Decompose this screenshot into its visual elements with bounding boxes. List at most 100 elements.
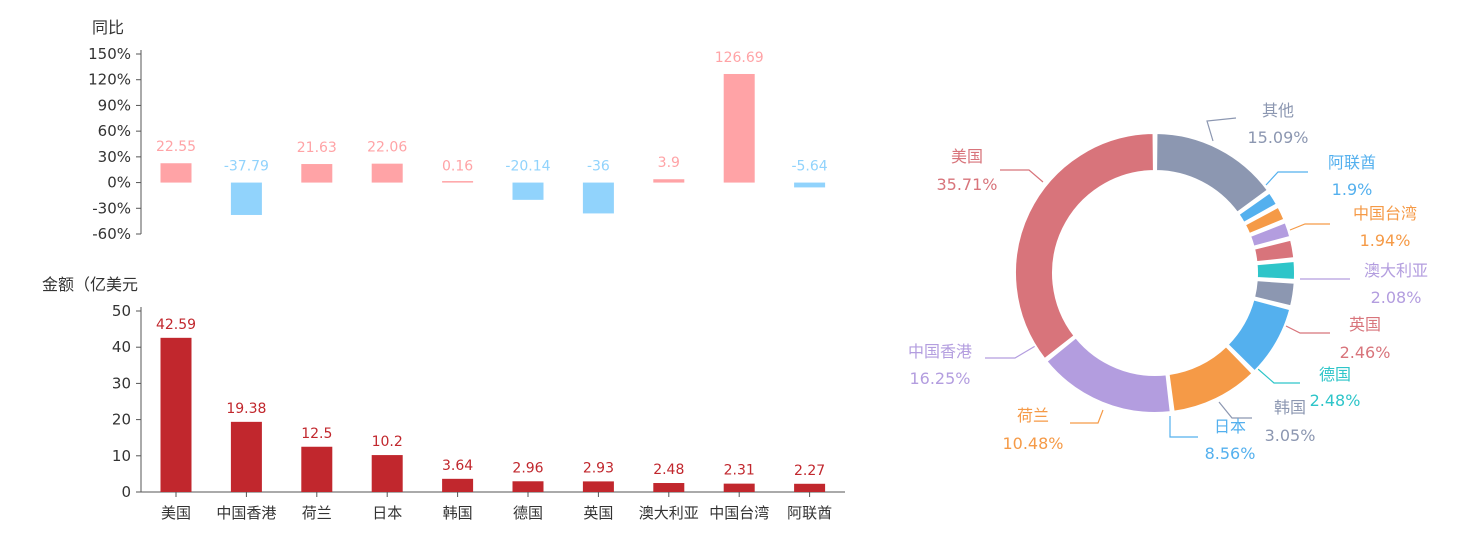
top-y-tick-label: 30% [98, 148, 131, 166]
yoy-bar-value-label: 3.9 [658, 155, 680, 171]
donut-slice-percent: 2.08% [1371, 288, 1422, 307]
donut-slice [1255, 259, 1296, 281]
top-y-tick-label: 120% [88, 71, 131, 89]
donut-slice-percent: 8.56% [1205, 444, 1256, 463]
top-y-tick-label: -60% [92, 225, 131, 243]
amount-bar [160, 337, 192, 492]
donut-leader-line [1285, 325, 1330, 334]
amount-bar-value-label: 3.64 [442, 458, 473, 474]
amount-bar-value-label: 2.31 [724, 463, 755, 479]
amount-bar [582, 481, 614, 492]
donut-leader-line [1289, 223, 1330, 231]
amount-bar-value-label: 10.2 [372, 434, 403, 450]
donut-slice-name: 英国 [1349, 315, 1381, 334]
donut-slice-percent: 35.71% [936, 175, 997, 194]
amount-bar [794, 483, 826, 492]
yoy-bar-value-label: 0.16 [442, 158, 473, 174]
yoy-bar [794, 182, 826, 188]
amount-bar-value-label: 2.27 [794, 463, 825, 479]
donut-slice-percent: 1.94% [1360, 231, 1411, 250]
yoy-bar-value-label: 126.69 [715, 50, 764, 66]
donut-slice [1252, 279, 1296, 308]
donut-slice [1155, 131, 1270, 215]
bottom-x-tick-label: 荷兰 [302, 504, 332, 522]
yoy-bar-value-label: 21.63 [297, 140, 337, 156]
yoy-bar-value-label: 22.06 [367, 140, 407, 156]
yoy-bar-value-label: -20.14 [505, 159, 550, 175]
donut-leader-line [1070, 409, 1104, 424]
donut-leader-line [1218, 401, 1252, 419]
donut-slice-name: 韩国 [1274, 398, 1306, 417]
donut-slice-percent: 2.48% [1310, 391, 1361, 410]
donut-slice-percent: 15.09% [1247, 128, 1308, 147]
bottom-x-tick-label: 中国香港 [216, 504, 276, 522]
yoy-bar [512, 182, 544, 200]
yoy-bar-value-label: -36 [587, 159, 610, 175]
donut-slice [1237, 191, 1279, 225]
amount-bar-value-label: 2.48 [653, 462, 684, 478]
top-y-tick-label: 60% [98, 122, 131, 140]
bottom-y-tick-label: 30 [112, 374, 131, 392]
top-y-axis-title: 同比 [92, 18, 124, 37]
bottom-y-tick-label: 20 [112, 411, 131, 429]
bottom-x-tick-label: 英国 [583, 504, 613, 522]
donut-leader-line [1265, 171, 1308, 186]
donut-slice-name: 阿联酋 [1328, 153, 1376, 172]
bottom-x-tick-label: 中国台湾 [709, 504, 769, 522]
yoy-bar [582, 182, 614, 214]
donut-leader-line [1169, 416, 1198, 438]
top-y-tick-label: 150% [88, 45, 131, 63]
amount-bar [301, 446, 333, 492]
bottom-x-tick-label: 韩国 [443, 504, 473, 522]
donut-slice-percent: 1.9% [1332, 180, 1373, 199]
donut-leader-line [1000, 169, 1044, 183]
donut-slice-name: 澳大利亚 [1364, 261, 1428, 280]
donut-slice-name: 美国 [951, 147, 983, 166]
bottom-y-tick-label: 10 [112, 447, 131, 465]
top-y-tick-label: 0% [107, 174, 131, 192]
donut-leader-line [1206, 117, 1237, 142]
donut-slice-percent: 16.25% [909, 369, 970, 388]
donut-slice [1226, 298, 1292, 373]
donut-slice-name: 荷兰 [1017, 406, 1049, 425]
yoy-bar-value-label: -5.64 [791, 159, 827, 175]
bottom-y-tick-label: 50 [112, 302, 131, 320]
donut-slice-name: 其他 [1262, 101, 1294, 120]
yoy-bar [442, 181, 474, 183]
yoy-bar [160, 163, 192, 183]
top-y-tick-label: 90% [98, 96, 131, 114]
yoy-bar [723, 73, 755, 183]
top-y-tick-label: -30% [92, 199, 131, 217]
amount-bar-value-label: 2.93 [583, 460, 614, 476]
donut-slice-name: 中国台湾 [1353, 204, 1417, 223]
donut-slice [1252, 238, 1296, 264]
donut-leader-line [1257, 368, 1300, 384]
donut-leader-line [985, 344, 1038, 359]
yoy-bar [230, 182, 262, 215]
amount-bar-value-label: 2.96 [512, 460, 543, 476]
bottom-y-axis-title: 金额（亿美元 [42, 275, 138, 294]
bottom-y-tick-label: 40 [112, 338, 131, 356]
bottom-x-tick-label: 德国 [513, 504, 543, 522]
donut-slice-name: 德国 [1319, 365, 1351, 384]
yoy-bar [653, 179, 685, 183]
amount-bar-value-label: 42.59 [156, 317, 196, 333]
amount-bar [512, 481, 544, 492]
yoy-bar-value-label: -37.79 [224, 159, 269, 175]
donut-slice [1045, 335, 1172, 414]
donut-slice-name: 中国香港 [908, 342, 972, 361]
amount-bar-value-label: 19.38 [226, 401, 266, 417]
bottom-x-tick-label: 澳大利亚 [639, 504, 699, 522]
donut-slice [1014, 131, 1155, 361]
yoy-bar [371, 163, 403, 183]
bottom-x-tick-label: 美国 [161, 504, 191, 522]
donut-slice-percent: 2.46% [1340, 343, 1391, 362]
donut-slice-percent: 10.48% [1002, 434, 1063, 453]
bottom-y-tick-label: 0 [121, 483, 131, 501]
donut-slice-name: 日本 [1214, 417, 1246, 436]
yoy-bar [301, 164, 333, 183]
yoy-bar-value-label: 22.55 [156, 139, 196, 155]
amount-bar [230, 421, 262, 492]
